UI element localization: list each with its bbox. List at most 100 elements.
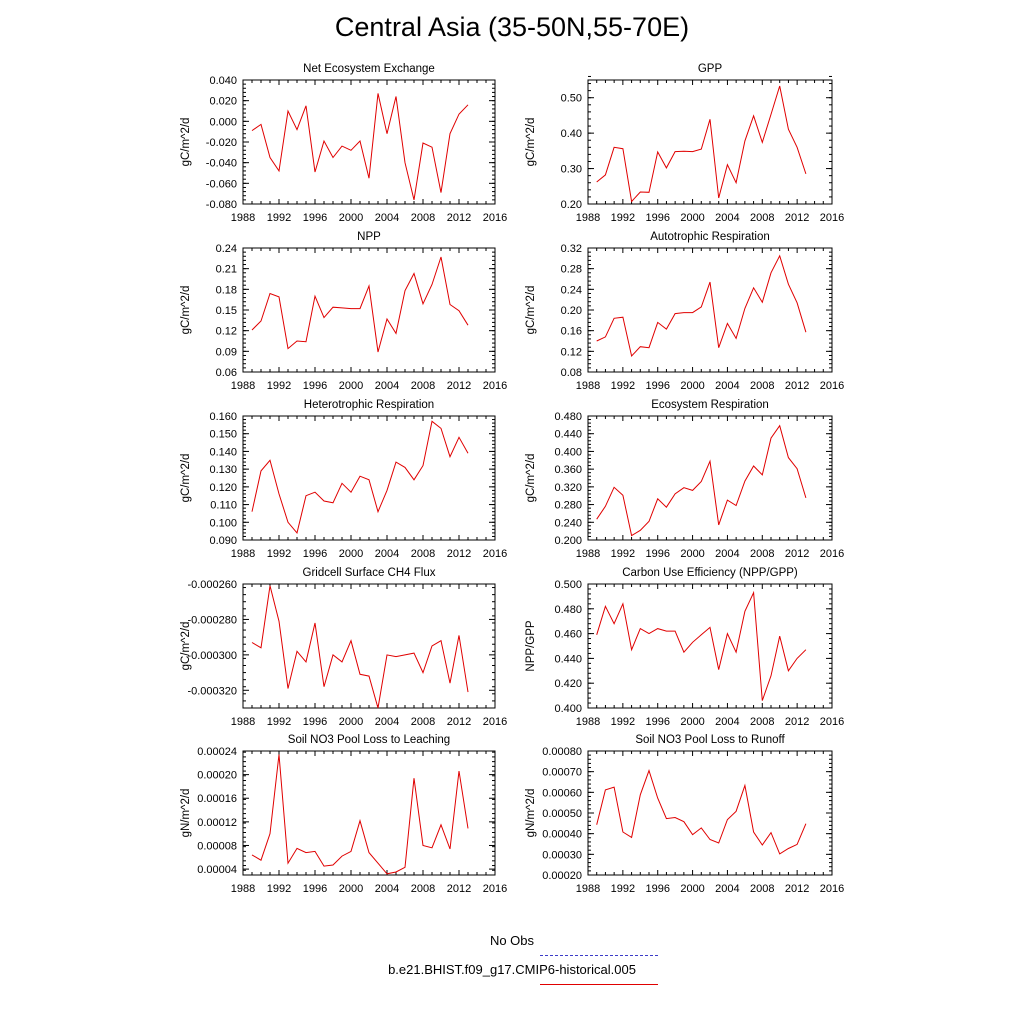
data-point [692, 642, 693, 643]
data-point [614, 623, 615, 624]
chart-panel: Carbon Use Efficiency (NPP/GPP) NPP/GPP 19… [525, 567, 844, 728]
data-point [368, 285, 369, 286]
data-point [359, 674, 360, 675]
data-point [657, 151, 658, 152]
data-point [332, 502, 333, 503]
data-point [359, 476, 360, 477]
data-point [605, 606, 606, 607]
data-point [332, 654, 333, 655]
data-point [323, 866, 324, 867]
data-point [341, 661, 342, 662]
y-tick-label: 0.00060 [542, 787, 582, 799]
data-point [788, 848, 789, 849]
data-point [666, 507, 667, 508]
y-tick-label: 0.00004 [197, 864, 237, 876]
y-tick-label: 0.24 [561, 284, 582, 296]
plot-frame [587, 247, 833, 373]
data-point [305, 852, 306, 853]
data-point [770, 272, 771, 273]
x-tick-label: 1988 [576, 716, 600, 728]
data-point [377, 707, 378, 708]
data-point [458, 114, 459, 115]
x-tick-label: 1996 [303, 380, 327, 392]
data-point [605, 174, 606, 175]
plot-frame [587, 79, 833, 205]
data-point [675, 151, 676, 152]
data-point [350, 308, 351, 309]
x-tick-label: 2012 [447, 380, 471, 392]
data-point [251, 642, 252, 643]
data-point [341, 483, 342, 484]
x-tick-label: 2000 [339, 883, 363, 895]
data-point [260, 647, 261, 648]
data-point [296, 848, 297, 849]
x-tick-label: 2016 [483, 212, 507, 224]
data-point [431, 645, 432, 646]
data-point [727, 819, 728, 820]
y-tick-label: 0.500 [554, 579, 582, 591]
y-tick-label: 0.480 [554, 604, 582, 616]
y-axis-label: gC/m^2/d [525, 118, 537, 167]
x-tick-label: 2000 [339, 212, 363, 224]
data-point [640, 628, 641, 629]
data-point [260, 320, 261, 321]
y-tick-label: 0.12 [216, 326, 237, 338]
data-point [449, 304, 450, 305]
data-point [341, 307, 342, 308]
panel-title: Ecosystem Respiration [651, 399, 769, 411]
data-point [404, 290, 405, 291]
y-tick-label: -0.000320 [187, 685, 237, 697]
x-tick-label: 1988 [576, 212, 600, 224]
data-point [449, 683, 450, 684]
x-tick-label: 2004 [375, 212, 399, 224]
series-line [251, 93, 469, 201]
x-tick-label: 2000 [680, 380, 704, 392]
series-line [596, 769, 807, 855]
data-point [431, 421, 432, 422]
y-tick-label: 0.32 [561, 243, 582, 255]
panel-title: Gridcell Surface CH4 Flux [303, 567, 436, 579]
data-point [779, 255, 780, 256]
data-point [648, 633, 649, 634]
y-tick-label: 0.000 [209, 116, 237, 128]
series-line [251, 420, 469, 534]
x-tick-label: 1992 [267, 883, 291, 895]
data-point [805, 649, 806, 650]
y-axis-label: gN/m^2/d [525, 789, 537, 838]
data-point [386, 873, 387, 874]
panel-title: GPP [698, 63, 723, 75]
y-tick-label: 0.30 [561, 164, 582, 176]
plot-frame [587, 415, 833, 541]
data-point [314, 296, 315, 297]
y-tick-label: 0.420 [554, 678, 582, 690]
series-line [596, 424, 807, 537]
data-point [323, 140, 324, 141]
x-tick-label: 2012 [785, 548, 809, 560]
data-point [305, 495, 306, 496]
data-point [359, 308, 360, 309]
panel-title: Soil NO3 Pool Loss to Leaching [288, 734, 450, 746]
y-axis-label: gC/m^2/d [525, 286, 537, 335]
data-point [622, 603, 623, 604]
data-point [467, 691, 468, 692]
data-point [779, 635, 780, 636]
y-tick-label: 0.21 [216, 264, 237, 276]
data-point [683, 151, 684, 152]
y-tick-label: 0.140 [209, 446, 237, 458]
data-point [718, 524, 719, 525]
y-tick-label: -0.060 [206, 178, 237, 190]
data-point [701, 481, 702, 482]
data-point [341, 856, 342, 857]
data-point [753, 831, 754, 832]
y-tick-label: 0.00040 [542, 829, 582, 841]
chart-panel: NPP gC/m^2/d 1988 1992 1996 2000 2004 2008 2012 2… [180, 231, 507, 392]
data-point [368, 676, 369, 677]
data-point [332, 307, 333, 308]
x-tick-label: 2012 [447, 883, 471, 895]
data-point [753, 592, 754, 593]
y-axis-label: gC/m^2/d [180, 454, 192, 503]
data-point [332, 157, 333, 158]
data-point [788, 129, 789, 130]
y-tick-label: 0.08 [561, 367, 582, 379]
series-line [596, 590, 807, 701]
